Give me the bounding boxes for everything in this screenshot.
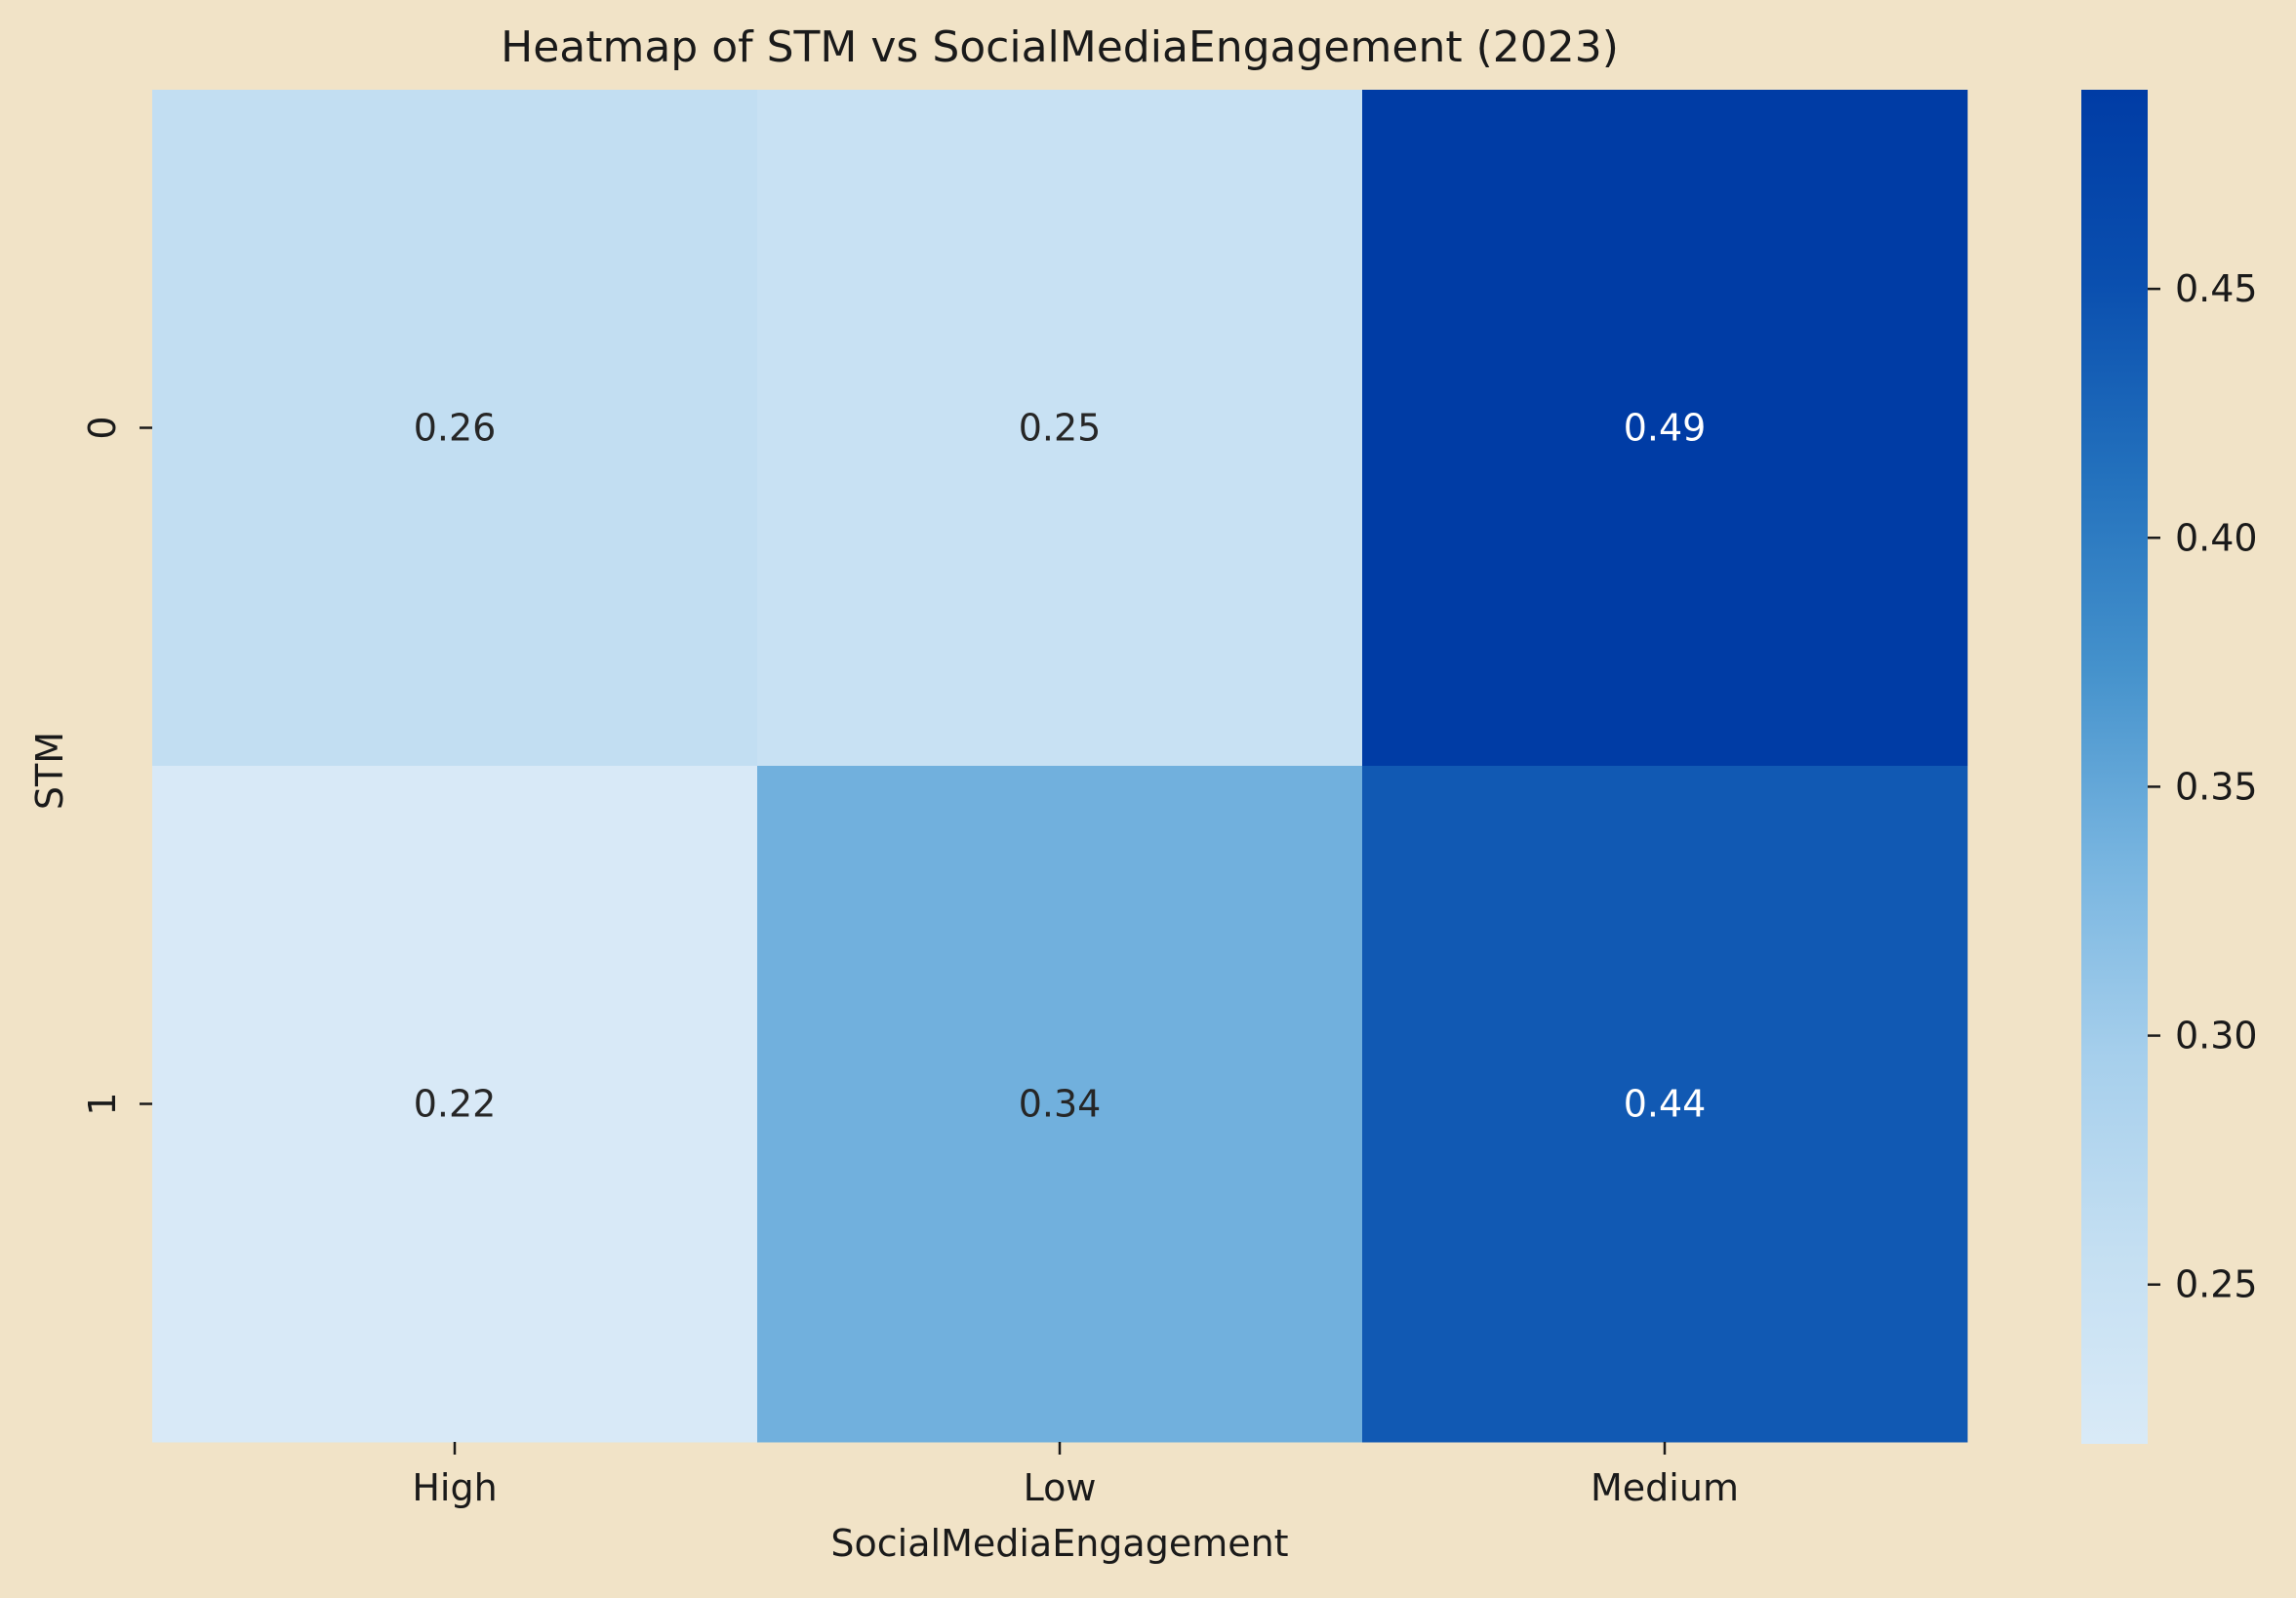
heatmap-cell <box>757 90 1363 767</box>
cell-value-label: 0.34 <box>1019 1083 1102 1126</box>
x-tick-label: Low <box>1024 1466 1097 1509</box>
colorbar-tick-label: 0.25 <box>2175 1263 2258 1306</box>
heatmap-cell <box>1362 766 1968 1443</box>
colorbar-tick-label: 0.45 <box>2175 267 2258 310</box>
chart-title: Heatmap of STM vs SocialMediaEngagement … <box>501 22 1619 72</box>
x-axis-ticks: High Low Medium <box>412 1442 1739 1509</box>
y-tick-label: 0 <box>81 416 124 439</box>
colorbar-tick-label: 0.30 <box>2175 1015 2258 1058</box>
x-tick-label: High <box>412 1466 497 1509</box>
heatmap-cell <box>1362 90 1968 767</box>
heatmap-cell <box>152 90 758 767</box>
colorbar-ticks: 0.25 0.30 0.35 0.40 0.45 <box>2148 267 2258 1306</box>
cell-value-label: 0.25 <box>1019 407 1102 450</box>
colorbar <box>2081 90 2148 1444</box>
y-axis-ticks: 01 <box>81 416 152 1116</box>
x-tick-label: Medium <box>1591 1466 1739 1509</box>
cell-value-label: 0.44 <box>1624 1083 1707 1126</box>
cell-value-label: 0.49 <box>1624 407 1707 450</box>
y-tick-label: 1 <box>81 1092 124 1115</box>
heatmap-cell <box>152 766 758 1443</box>
heatmap-cells <box>152 90 1968 1443</box>
y-axis-label: STM <box>28 732 71 810</box>
colorbar-tick-label: 0.35 <box>2175 765 2258 808</box>
heatmap-cell <box>757 766 1363 1443</box>
colorbar-tick-label: 0.40 <box>2175 516 2258 559</box>
cell-value-label: 0.22 <box>414 1083 497 1126</box>
cell-value-label: 0.26 <box>414 407 497 450</box>
x-axis-label: SocialMediaEngagement <box>830 1522 1288 1565</box>
cell-annotations: 0.26 0.25 0.49 0.22 0.34 0.44 <box>414 407 1707 1126</box>
